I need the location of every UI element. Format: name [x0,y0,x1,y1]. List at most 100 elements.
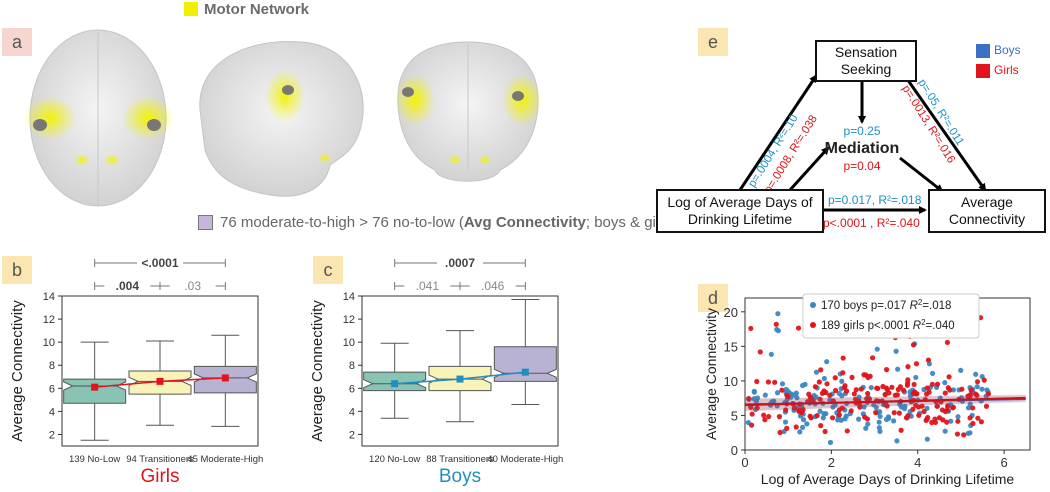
panel-label-b: b [2,256,32,284]
panel-label-d: d [698,284,728,312]
brain-sagittal-view [199,41,364,197]
boys-point [883,416,890,423]
girls-point [913,402,919,408]
girls-point [777,429,783,436]
girls-point [946,374,952,380]
girls-point [954,431,961,437]
x-axis-label: Log of Average Days of Drinking Lifetime [761,471,1015,487]
girls-point [779,387,785,393]
mediation-title: Mediation [824,140,900,157]
girls-point [851,391,857,397]
mediation-girls-p: p=0.04 [843,159,881,173]
girls-point [911,381,917,388]
girls-point [882,391,888,398]
y-tick-label: 20 [724,305,738,320]
boys-point [821,375,827,382]
boys-point [955,414,961,420]
girls-point [812,384,818,390]
contrast-text-pre: 76 moderate-to-high > 76 no-to-low ( [220,214,464,231]
girls-point [910,406,916,412]
category-label: 40 Moderate-High [487,454,563,465]
drinking-box: Log of Average Days of Drinking Lifetime [656,189,824,233]
girls-point [749,422,755,428]
boys-point [771,398,777,404]
girls-point [925,414,931,421]
boys-point [762,392,768,398]
bracket-p-value: .0007 [445,256,475,270]
boys-point [830,404,836,410]
x-tick-label: 6 [1000,455,1007,470]
girls-point [857,402,863,408]
category-label: 88 Transitioners [426,454,494,465]
legend-boys: Boys [976,40,1021,60]
scatter-plot: 0 2 4 6 0 5 10 15 20 Log of Average Days of Drink… [703,293,1031,487]
girls-point [955,418,961,424]
boys-point [800,417,807,423]
mediation-arrows: p=.0004, R²=.10 p=.0008, R²=.038 p=.05, … [738,74,987,214]
girls-point [824,381,830,387]
boys-point [843,413,849,419]
girls-point [836,412,842,418]
x-tick-label: 4 [914,455,921,470]
boys-point [924,436,930,442]
y-tick-label: 12 [43,314,55,326]
y-tick-label: 10 [343,337,355,349]
girls-point [873,409,879,416]
boys-point [913,374,919,381]
y-tick-label: 12 [343,314,355,326]
y-tick-label: 6 [349,383,355,395]
girls-point [762,417,768,423]
boys-point [895,366,901,372]
girls-point [784,425,790,431]
motor-network-swatch [184,2,198,16]
girls-point [784,392,790,398]
girls-point [772,379,778,385]
boys-point [877,409,883,415]
girls-point [827,392,833,398]
category-label: 139 No-Low [69,454,120,465]
girls-point [978,419,984,425]
boys-point [902,403,908,409]
boys-point [774,390,781,396]
girls-point [849,374,855,380]
mean-trend-line [94,380,161,388]
boys-point [751,388,757,394]
girls-point [970,405,976,411]
boys-point [876,425,882,431]
girls-point [791,405,797,411]
bracket-p-value: <.0001 [141,256,178,270]
girls-point [865,374,871,381]
boys-point [958,367,964,373]
girls-point [869,355,876,361]
boys-point [768,351,774,357]
girls-point [916,412,922,418]
boys-box-plot: 2 4 6 8 10 12 14 Average Connectivity 120 No-Low… [309,256,563,487]
y-tick-label: 4 [349,406,355,418]
mean-marker [156,377,164,385]
boys-point [942,428,948,434]
contrast-text-post: ; boys & girls) [585,214,677,231]
panel-label-c: c [313,256,343,284]
girls-point [875,385,881,392]
girls-point [823,389,829,396]
legend-girls-label: Girls [994,63,1019,77]
boys-point [967,430,973,436]
boys-point [861,404,867,410]
girls-point [945,385,951,391]
girls-point [880,383,886,390]
girls-point [939,407,946,413]
legend-girls-marker [810,322,816,328]
y-tick-label: 10 [43,337,55,349]
boys-point [893,348,899,354]
boys-point [817,408,823,414]
bracket-p-value: .041 [416,279,440,293]
girls-point [754,405,760,411]
girls-point [806,391,812,397]
girls-point [959,386,965,392]
brain-views [24,29,542,207]
arrow-drinking-to-mediation [788,146,830,192]
fit-confidence-band [745,394,1026,412]
legend-boys-label: Boys [994,43,1021,57]
motor-network-legend: Motor Network [184,0,309,18]
boys-point [929,370,936,376]
